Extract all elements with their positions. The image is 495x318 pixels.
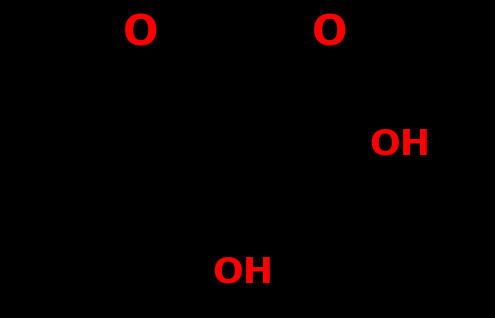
Text: O: O	[311, 12, 347, 54]
Text: OH: OH	[212, 256, 273, 290]
Text: O: O	[123, 12, 159, 54]
Text: OH: OH	[369, 128, 430, 162]
